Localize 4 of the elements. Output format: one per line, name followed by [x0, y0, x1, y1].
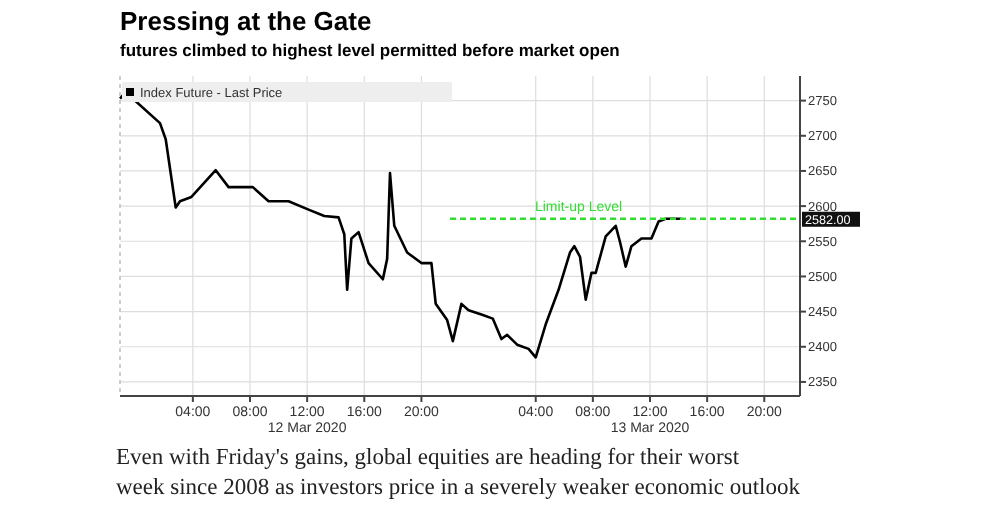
chart-title: Pressing at the Gate	[120, 6, 372, 36]
line-series	[118, 90, 683, 359]
chart-subtitle: futures climbed to highest level permitted before market open	[120, 40, 620, 60]
text: Even with Friday's gains, global equities are heading for their worst week since 2008 as investors price in a severely weaker economic outlook	[116, 446, 801, 500]
